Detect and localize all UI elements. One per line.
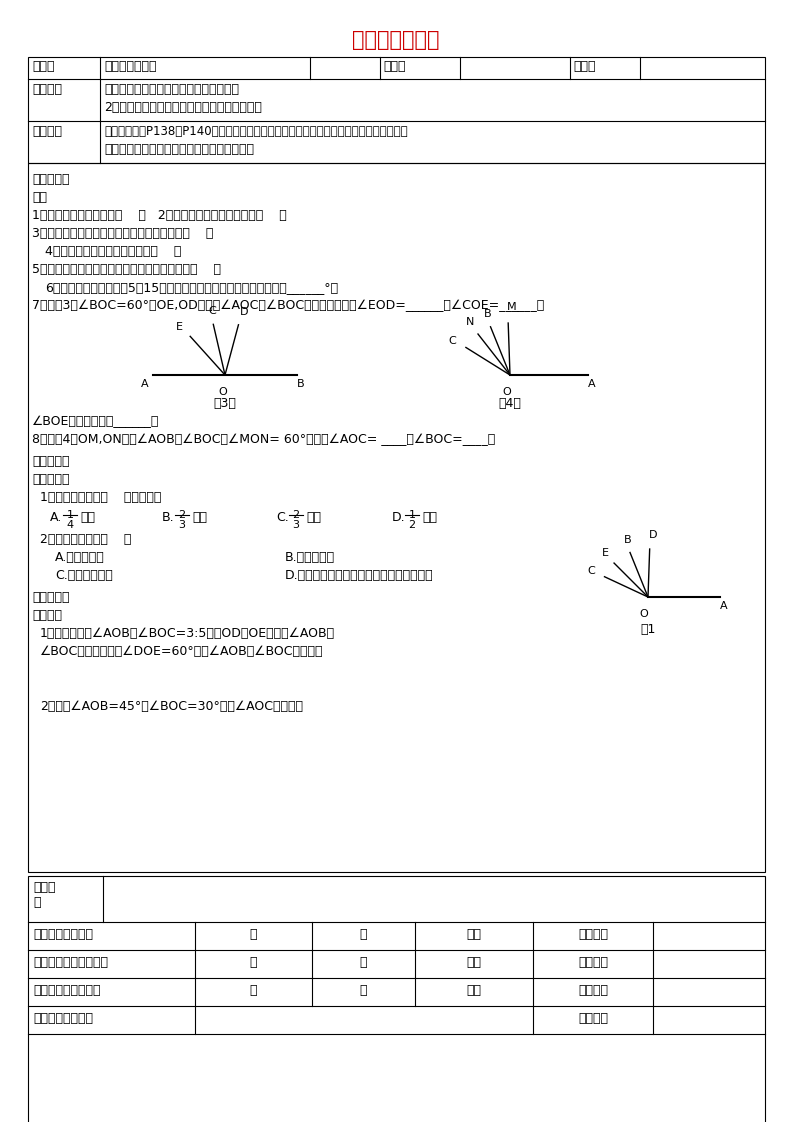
- Text: A.: A.: [50, 511, 62, 524]
- Text: 老师对我的预习评价: 老师对我的预习评价: [33, 984, 101, 997]
- Text: 还需努力: 还需努力: [578, 956, 608, 969]
- Text: 4: 4: [67, 519, 74, 530]
- Text: 认真预习教材P138－P140之间的内容，通过讨论、合作探究理解并掌据本节的学习内容。: 认真预习教材P138－P140之间的内容，通过讨论、合作探究理解并掌据本节的学习…: [104, 125, 408, 138]
- Text: 8、如图4，OM,ON平分∠AOB和∠BOC，∠MON= 60°，那么∠AOC= ____，∠BOC=____．: 8、如图4，OM,ON平分∠AOB和∠BOC，∠MON= 60°，那么∠AOC=…: [32, 433, 496, 447]
- Text: 1、如图，已知∠AOB：∠BOC=3:5，又OD，OE分别是∠AOB和: 1、如图，已知∠AOB：∠BOC=3:5，又OD，OE分别是∠AOB和: [40, 627, 335, 640]
- Text: 合作探究：: 合作探究：: [32, 456, 70, 468]
- Text: 2、掌据角的基本运算并能够比较出角的大小。: 2、掌据角的基本运算并能够比较出角的大小。: [104, 101, 262, 114]
- Text: 3: 3: [178, 519, 186, 530]
- Text: E: E: [602, 548, 609, 558]
- Text: 1: 1: [67, 511, 74, 519]
- Text: C: C: [449, 337, 456, 347]
- Text: 同级同科审核人：: 同级同科审核人：: [33, 1012, 93, 1026]
- Text: 姓名：: 姓名：: [573, 59, 596, 73]
- Text: 4、一个角的补角大于这个角．（    ）: 4、一个角的补角大于这个角．（ ）: [45, 245, 182, 258]
- Text: 学科组长: 学科组长: [578, 1012, 608, 1026]
- Text: 二、选择．: 二、选择．: [32, 473, 70, 486]
- Text: 判断: 判断: [32, 191, 47, 204]
- Text: 7、如图3，∠BOC=60°，OE,OD分别为∠AOC、∠BOC的角平分线，则∠EOD=______，∠COE=______，: 7、如图3，∠BOC=60°，OE,OD分别为∠AOC、∠BOC的角平分线，则∠…: [32, 298, 544, 312]
- Text: 周角: 周角: [80, 511, 95, 524]
- Text: 班级：: 班级：: [383, 59, 405, 73]
- Text: B.必定是鸝角: B.必定是鸝角: [285, 551, 335, 564]
- Text: B: B: [484, 309, 492, 319]
- Text: E: E: [176, 322, 183, 332]
- Text: 学习目标: 学习目标: [32, 83, 62, 96]
- Text: 良: 良: [359, 928, 366, 941]
- Text: （4）: （4）: [499, 397, 522, 410]
- Text: 良: 良: [359, 956, 366, 969]
- Text: C.: C.: [276, 511, 289, 524]
- Text: 合格: 合格: [466, 984, 481, 997]
- Text: D: D: [239, 307, 248, 318]
- Text: C.必定是直角．: C.必定是直角．: [55, 569, 113, 582]
- Text: 良: 良: [359, 984, 366, 997]
- Text: D.可能是锐角，可能是直角，也可能是鸝角: D.可能是锐角，可能是直角，也可能是鸝角: [285, 569, 434, 582]
- Text: 疡感问
题: 疡感问 题: [33, 881, 56, 909]
- Text: D: D: [649, 530, 657, 540]
- Text: 图1: 图1: [640, 623, 656, 636]
- Text: 小组长对我的预习评价: 小组长对我的预习评价: [33, 956, 108, 969]
- Text: A: A: [141, 379, 149, 389]
- Text: 三、计算: 三、计算: [32, 609, 62, 622]
- Text: C: C: [588, 565, 596, 576]
- Text: 2、两个锐角的和（    ）: 2、两个锐角的和（ ）: [40, 533, 132, 546]
- Text: 平角: 平角: [422, 511, 437, 524]
- Bar: [28, 163, 765, 872]
- Text: 学习方法: 学习方法: [32, 125, 62, 138]
- Text: 5、一个鸝角减去一个锐角必然得到一个锐角．（    ）: 5、一个鸝角减去一个锐角必然得到一个锐角．（ ）: [32, 263, 221, 276]
- Text: 平角: 平角: [306, 511, 321, 524]
- Text: 1: 1: [408, 511, 416, 519]
- Text: 优: 优: [249, 984, 257, 997]
- Text: A: A: [588, 379, 596, 389]
- Text: O: O: [503, 387, 511, 397]
- Text: 角的比较与运算: 角的比较与运算: [104, 59, 156, 73]
- Text: 2、已知∠AOB=45°，∠BOC=30°，求∠AOC的度数．: 2、已知∠AOB=45°，∠BOC=30°，求∠AOC的度数．: [40, 700, 303, 712]
- Text: 课题：: 课题：: [32, 59, 55, 73]
- Text: ∠BOC的平分线，若∠DOE=60°，求∠AOB和∠BOC的度数．: ∠BOC的平分线，若∠DOE=60°，求∠AOB和∠BOC的度数．: [40, 645, 324, 657]
- Text: 2: 2: [293, 511, 300, 519]
- Text: A: A: [720, 601, 728, 611]
- Text: 理解并掌据角的平分线概念以及其性质。: 理解并掌据角的平分线概念以及其性质。: [104, 83, 239, 96]
- Text: 1、所有的直角都相等．（    ）   2、大于直角的角都是鸝角．（    ）: 1、所有的直角都相等．（ ） 2、大于直角的角都是鸝角．（ ）: [32, 209, 287, 222]
- Text: 周角: 周角: [192, 511, 207, 524]
- Text: M: M: [507, 302, 517, 312]
- Text: D.: D.: [392, 511, 406, 524]
- Text: 我对我的预习评价: 我对我的预习评价: [33, 928, 93, 941]
- Text: N: N: [465, 318, 474, 328]
- Text: 还需努力: 还需努力: [578, 984, 608, 997]
- Text: O: O: [219, 387, 228, 397]
- Text: 3、一个锐角和一个鸝角的和等于一个平角．（    ）: 3、一个锐角和一个鸝角的和等于一个平角．（ ）: [32, 227, 213, 240]
- Text: C: C: [209, 305, 216, 315]
- Text: ∠BOE的角平分线是______．: ∠BOE的角平分线是______．: [32, 415, 159, 427]
- Text: 1、下列各角中，（    ）是鸝角．: 1、下列各角中，（ ）是鸝角．: [40, 491, 161, 504]
- Text: B: B: [297, 379, 305, 389]
- Text: 2: 2: [178, 511, 186, 519]
- Text: 2: 2: [408, 519, 416, 530]
- Bar: [28, 57, 765, 163]
- Text: （3）: （3）: [213, 397, 236, 410]
- Text: 优: 优: [249, 956, 257, 969]
- Text: A.必定是锐角: A.必定是锐角: [55, 551, 105, 564]
- Text: B.: B.: [162, 511, 174, 524]
- Text: 合格: 合格: [466, 956, 481, 969]
- Text: 合格: 合格: [466, 928, 481, 941]
- Text: 能力提升：: 能力提升：: [32, 591, 70, 604]
- Text: 6、若时钟表示的时间为5炱15分时，时钟的时针和分针所成的锐角是______°．: 6、若时钟表示的时间为5炱15分时，时钟的时针和分针所成的锐角是______°．: [45, 280, 338, 294]
- Text: 角的比较与运算: 角的比较与运算: [352, 30, 440, 50]
- Text: 还需努力: 还需努力: [578, 928, 608, 941]
- Text: O: O: [640, 609, 649, 619]
- Text: 自主学习：: 自主学习：: [32, 173, 70, 186]
- Text: 借助量角器以及尺规加深对本节内容的理解。: 借助量角器以及尺规加深对本节内容的理解。: [104, 142, 254, 156]
- Text: 3: 3: [293, 519, 300, 530]
- Bar: [28, 876, 765, 1122]
- Text: 优: 优: [249, 928, 257, 941]
- Text: B: B: [624, 535, 631, 545]
